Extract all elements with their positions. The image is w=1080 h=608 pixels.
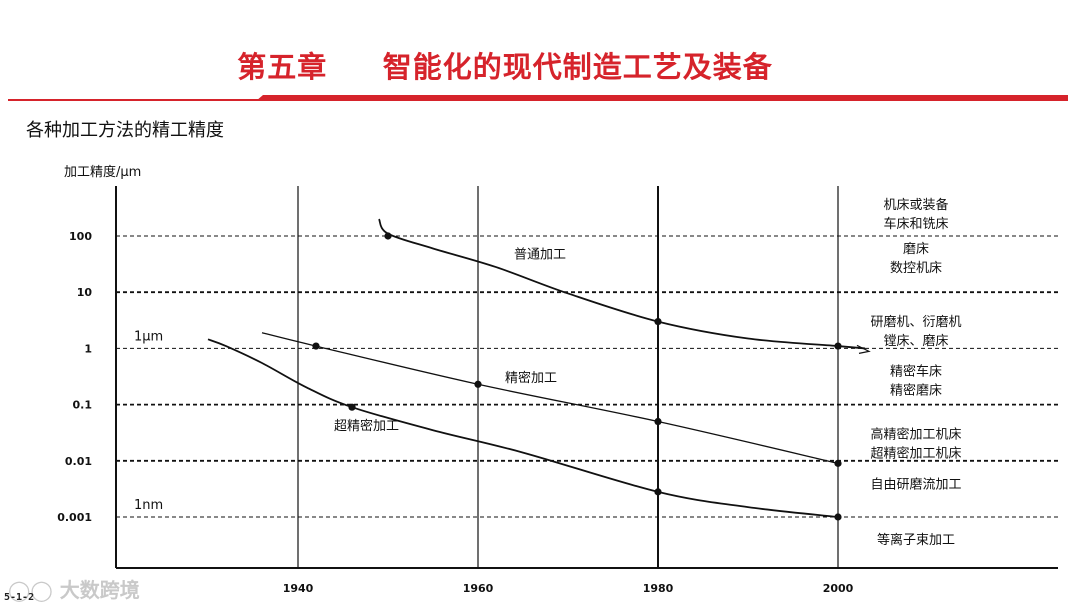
data-point (834, 459, 842, 467)
equipment-label: 镗床、磨床 (883, 334, 948, 349)
equipment-label: 自由研磨流加工 (870, 478, 961, 493)
series-curves (207, 218, 871, 521)
equipment-label: 机床或装备 (883, 197, 948, 213)
reference-label: 1nm (134, 498, 163, 513)
series-line (261, 332, 839, 465)
x-tick-label: 2000 (823, 582, 854, 595)
data-point (348, 403, 356, 411)
equipment-label: 高精密加工机床 (870, 426, 961, 442)
equipment-label: 等离子束加工 (877, 532, 955, 548)
series-line (378, 218, 866, 350)
equipment-label: 数控机床 (890, 261, 942, 276)
equipment-label: 精密车床 (890, 363, 942, 379)
watermark-icon: ◯◯ (8, 578, 53, 602)
data-point (474, 380, 482, 388)
equipment-label: 研磨机、衍磨机 (870, 315, 961, 330)
watermark-text: 大数跨境 (59, 578, 140, 602)
slide-subtitle: 各种加工方法的精工精度 (26, 120, 224, 141)
y-tick-label: 0.1 (73, 399, 93, 412)
equipment-label: 车床和铣床 (883, 216, 948, 232)
data-point (384, 232, 392, 240)
data-point (312, 342, 320, 350)
data-point (654, 488, 662, 496)
equipment-label: 磨床 (903, 242, 929, 257)
y-axis-label: 加工精度/μm (64, 164, 141, 180)
title-underline (8, 95, 1068, 101)
equipment-label: 超精密加工机床 (870, 445, 961, 461)
equipment-label: 精密磨床 (890, 382, 942, 398)
y-tick-label: 10 (77, 286, 93, 299)
series-annotation: 精密加工 (505, 370, 557, 386)
data-point (834, 513, 842, 521)
data-point (654, 417, 662, 426)
x-tick-label: 1940 (283, 582, 314, 595)
slide-number: 5-1-2 (4, 592, 35, 603)
title-underline-thick (256, 95, 1068, 101)
series-line (207, 338, 839, 518)
series-end-arrow (856, 344, 871, 354)
y-tick-label: 0.001 (57, 511, 92, 524)
x-tick-label: 1960 (463, 582, 494, 595)
reference-label: 1μm (134, 329, 163, 344)
y-tick-label: 0.01 (65, 455, 92, 468)
watermark-logo: ◯◯ 大数跨境 (8, 574, 140, 603)
y-tick-label: 1 (84, 342, 92, 355)
series-annotation: 超精密加工 (334, 418, 399, 434)
x-tick-label: 1980 (643, 582, 674, 595)
series-annotation: 普通加工 (514, 247, 566, 262)
chart-labels: 100 10 1 0.1 0.01 0.001 1940 1960 1980 2000 加工精度/μ… (57, 164, 961, 595)
slide-title: 第五章 智能化的现代制造工艺及装备 (237, 50, 773, 84)
y-tick-label: 100 (69, 230, 92, 243)
grid-lines (116, 186, 1058, 568)
data-point (834, 342, 842, 350)
axes (115, 186, 1058, 569)
data-point (654, 317, 662, 326)
